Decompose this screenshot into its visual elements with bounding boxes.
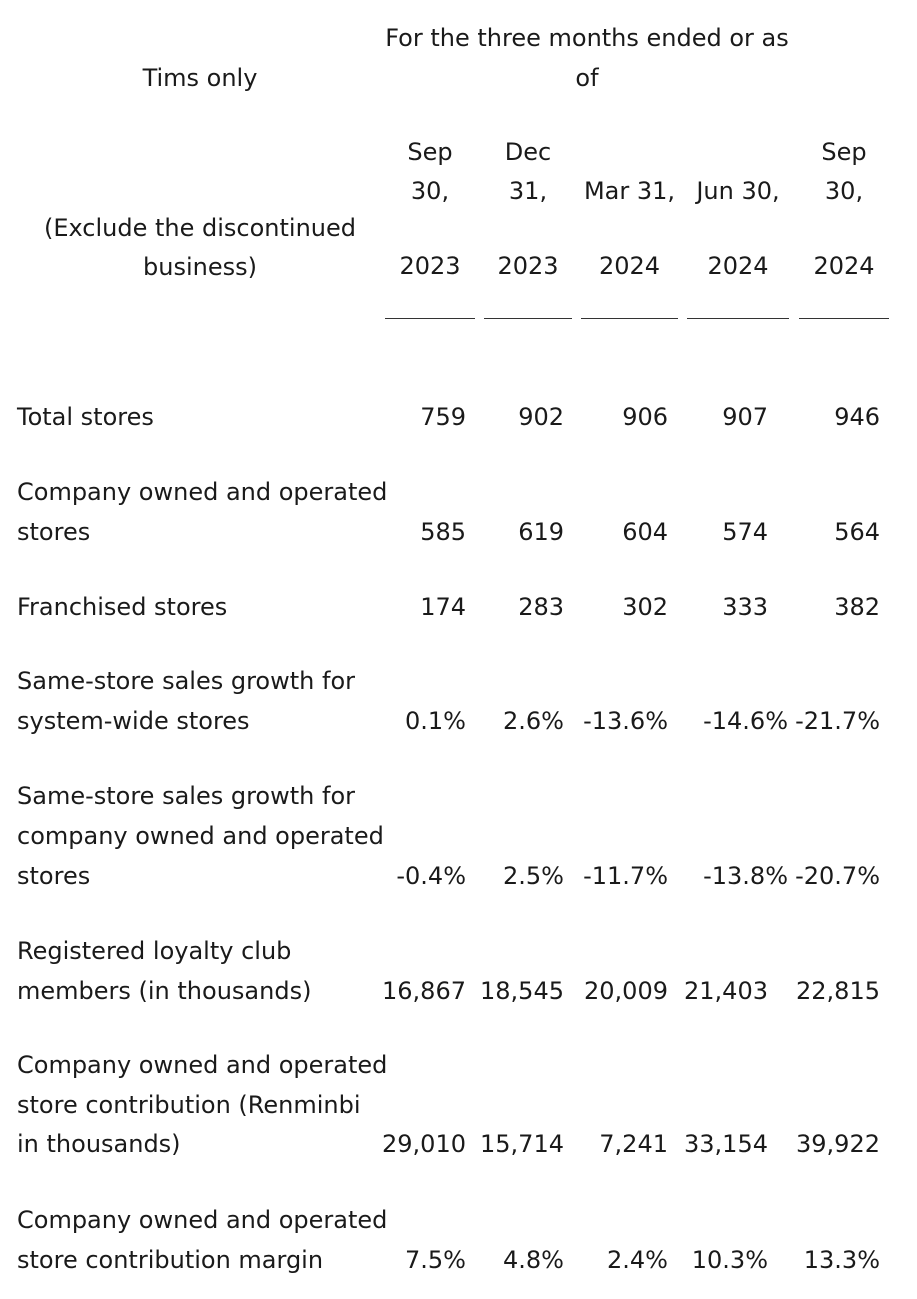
row-4-value-5: -21.7% xyxy=(795,707,880,735)
col-header-4-year: 2024 xyxy=(707,252,769,280)
row-4-label-line1: Same-store sales growth for xyxy=(17,667,355,695)
col-header-3-line2: Mar 31, xyxy=(583,177,676,205)
row-5-value-4: -13.8% xyxy=(703,862,788,890)
row-label-subtitle-line1: (Exclude the discontinued xyxy=(43,214,357,242)
row-2-label-line2: stores xyxy=(17,518,91,546)
row-3-value-4: 333 xyxy=(722,593,768,621)
row-8-value-5: 13.3% xyxy=(803,1246,880,1274)
row-6-value-4: 21,403 xyxy=(684,977,768,1005)
row-1-value-1: 759 xyxy=(420,403,466,431)
row-5-label-line3: stores xyxy=(17,862,91,890)
row-label-title: Tims only xyxy=(142,64,258,92)
row-7-label-line3: in thousands) xyxy=(17,1130,181,1158)
col-header-2-line1: Dec xyxy=(504,138,552,166)
row-1-label-line1: Total stores xyxy=(17,403,154,431)
row-7-value-4: 33,154 xyxy=(684,1130,768,1158)
row-1-value-5: 946 xyxy=(834,403,880,431)
col-header-5-rule xyxy=(799,318,889,319)
row-2-value-5: 564 xyxy=(834,518,880,546)
row-2-value-2: 619 xyxy=(518,518,564,546)
col-header-1-line1: Sep xyxy=(407,138,453,166)
col-header-3-rule xyxy=(581,318,678,319)
row-7-label-line2: store contribution (Renminbi xyxy=(17,1091,361,1119)
row-7-value-5: 39,922 xyxy=(796,1130,880,1158)
col-header-5-line2: 30, xyxy=(824,177,864,205)
row-5-value-2: 2.5% xyxy=(503,862,564,890)
row-5-value-3: -11.7% xyxy=(583,862,668,890)
row-3-value-2: 283 xyxy=(518,593,564,621)
row-6-label-line2: members (in thousands) xyxy=(17,977,312,1005)
row-3-label-line1: Franchised stores xyxy=(17,593,228,621)
row-8-value-1: 7.5% xyxy=(405,1246,466,1274)
period-caption-line1: For the three months ended or as xyxy=(385,24,789,52)
col-header-1-rule xyxy=(385,318,475,319)
row-5-label-line2: company owned and operated xyxy=(17,822,384,850)
row-7-label-line1: Company owned and operated xyxy=(17,1051,388,1079)
row-2-value-4: 574 xyxy=(722,518,768,546)
row-2-label-line1: Company owned and operated xyxy=(17,478,388,506)
row-4-label-line2: system-wide stores xyxy=(17,707,250,735)
row-8-value-3: 2.4% xyxy=(607,1246,668,1274)
col-header-5-line1: Sep xyxy=(821,138,867,166)
col-header-1-year: 2023 xyxy=(399,252,461,280)
row-1-value-3: 906 xyxy=(622,403,668,431)
col-header-1-line2: 30, xyxy=(410,177,450,205)
row-4-value-2: 2.6% xyxy=(503,707,564,735)
row-4-value-1: 0.1% xyxy=(405,707,466,735)
col-header-2-year: 2023 xyxy=(497,252,559,280)
row-1-value-2: 902 xyxy=(518,403,564,431)
col-header-2-line2: 31, xyxy=(508,177,548,205)
row-3-value-1: 174 xyxy=(420,593,466,621)
row-8-label-line2: store contribution margin xyxy=(17,1246,324,1274)
row-3-value-5: 382 xyxy=(834,593,880,621)
col-header-5-year: 2024 xyxy=(813,252,875,280)
row-6-value-2: 18,545 xyxy=(480,977,564,1005)
row-4-value-3: -13.6% xyxy=(583,707,668,735)
col-header-4-line2: Jun 30, xyxy=(696,177,780,205)
row-5-value-1: -0.4% xyxy=(396,862,466,890)
row-8-value-2: 4.8% xyxy=(503,1246,564,1274)
row-7-value-2: 15,714 xyxy=(480,1130,564,1158)
col-header-2-rule xyxy=(484,318,572,319)
row-4-value-4: -14.6% xyxy=(703,707,788,735)
row-6-label-line1: Registered loyalty club xyxy=(17,937,292,965)
row-1-value-4: 907 xyxy=(722,403,768,431)
row-6-value-1: 16,867 xyxy=(382,977,466,1005)
period-caption-line2: of xyxy=(575,64,599,92)
row-7-value-1: 29,010 xyxy=(382,1130,466,1158)
row-2-value-1: 585 xyxy=(420,518,466,546)
row-3-value-3: 302 xyxy=(622,593,668,621)
row-6-value-3: 20,009 xyxy=(584,977,668,1005)
row-8-label-line1: Company owned and operated xyxy=(17,1206,388,1234)
col-header-3-year: 2024 xyxy=(598,252,661,280)
row-2-value-3: 604 xyxy=(622,518,668,546)
row-8-value-4: 10.3% xyxy=(691,1246,768,1274)
col-header-4-rule xyxy=(687,318,789,319)
row-5-value-5: -20.7% xyxy=(795,862,880,890)
row-6-value-5: 22,815 xyxy=(796,977,880,1005)
row-5-label-line1: Same-store sales growth for xyxy=(17,782,355,810)
row-7-value-3: 7,241 xyxy=(599,1130,668,1158)
row-label-subtitle-line2: business) xyxy=(143,253,257,281)
